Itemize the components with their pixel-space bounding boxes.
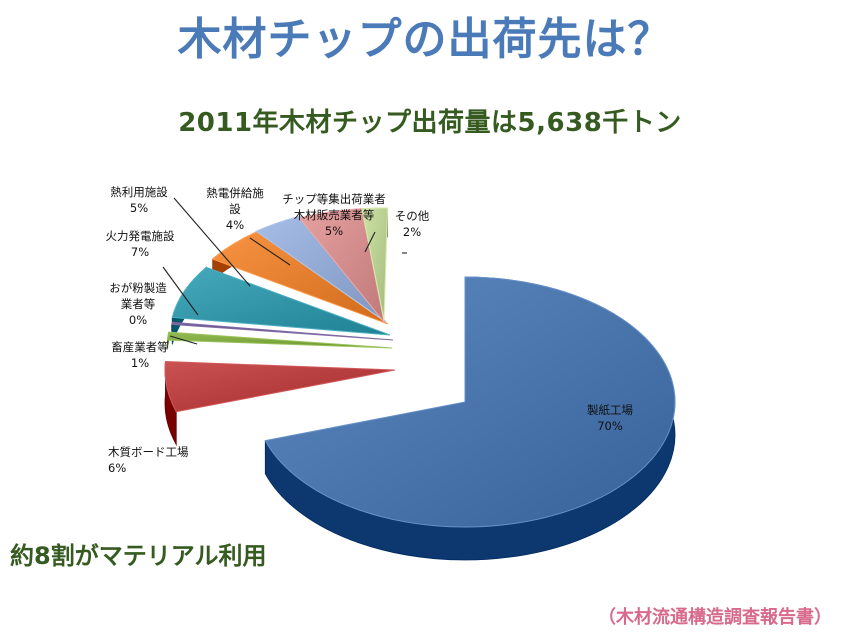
slice-label-3-line-2: 1% — [131, 356, 149, 370]
slice-label-8-line-2: 木材販売業者等 — [294, 208, 375, 222]
slice-label-2-line-2: 6% — [108, 461, 126, 475]
pie-slice-3 — [166, 331, 393, 349]
pie-slice-2 — [164, 361, 396, 413]
slice-label-4-line-1: おが粉製造 — [109, 281, 167, 295]
slice-label-5-line-2: 7% — [131, 245, 149, 259]
slice-label-1-line-1: 製紙工場 — [587, 403, 633, 417]
pie-slice-9 — [361, 207, 389, 321]
slice-label-6-line-1: 熱利用施設 — [110, 185, 168, 199]
leader-line-4 — [169, 335, 198, 345]
slice-label-6-line-2: 5% — [130, 201, 148, 215]
slice-label-2-line-1: 木質ボード工場 — [108, 445, 189, 459]
slice-label-9-line-1: その他 — [395, 209, 430, 223]
slice-label-6: 熱利用施設 5% — [110, 185, 168, 215]
pie-slice-1 — [264, 276, 676, 528]
pie-slice-7 — [255, 215, 387, 323]
source-note: （木材流通構造調査報告書） — [598, 607, 832, 628]
slice-label-8: チップ等集出荷業者木材販売業者等 5% — [282, 192, 386, 238]
slice-label-1-line-2: 70% — [597, 419, 623, 433]
slice-label-8-line-1: チップ等集出荷業者 — [282, 192, 386, 206]
chart-subtitle: 2011年木材チップ出荷量は5,638千トン — [178, 108, 682, 138]
slice-label-7-line-1: 熱電併給施 — [206, 186, 264, 200]
slice-label-3-line-1: 畜産業者等 — [111, 340, 169, 354]
leader-line-7 — [249, 237, 291, 266]
leader-line-5 — [162, 266, 199, 316]
slice-label-3: 畜産業者等 1% — [111, 340, 169, 370]
slice-label-8-line-3: 5% — [325, 224, 343, 238]
slice-label-7-line-2: 設 — [229, 202, 241, 216]
slice-label-7: 熱電併給施設 4% — [206, 186, 264, 232]
slice-label-7-line-3: 4% — [226, 218, 244, 232]
slice-label-4-line-2: 業者等 — [121, 297, 156, 311]
leader-line-6 — [173, 197, 251, 287]
page-title: 木材チップの出荷先は？ — [177, 14, 673, 65]
pie-slice-5 — [171, 266, 391, 336]
slice-label-1: 製紙工場 70% — [587, 403, 633, 433]
leader-line-8 — [364, 231, 376, 253]
slice-label-4: おが粉製造業者等 0% — [109, 281, 167, 327]
slice-label-4-line-3: 0% — [129, 313, 147, 327]
pie-slice-4 — [171, 321, 394, 341]
slice-label-9: その他 2% — [395, 209, 430, 239]
slice-label-5-line-1: 火力発電施設 — [106, 229, 175, 243]
material-use-note: 約8割がマテリアル利用 — [10, 542, 267, 570]
slice-label-9-line-2: 2% — [403, 225, 421, 239]
slice-label-5: 火力発電施設 7% — [106, 229, 175, 259]
slice-label-2: 木質ボード工場 6% — [108, 445, 189, 475]
